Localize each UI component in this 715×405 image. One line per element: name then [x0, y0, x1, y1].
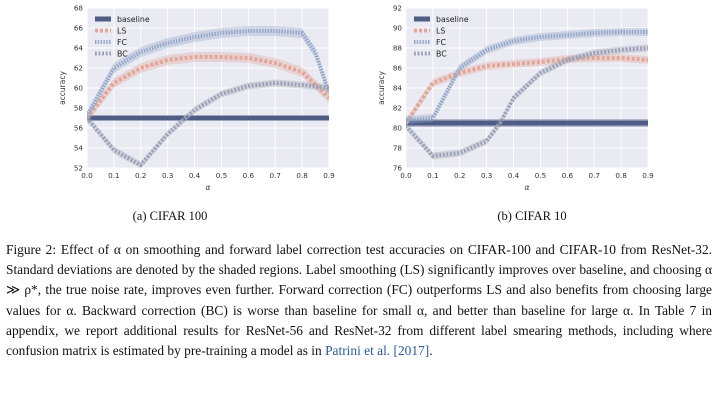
x-tick-label: 0.0 [400, 171, 412, 180]
x-tick-label: 0.7 [589, 171, 600, 180]
band-bc [87, 79, 329, 168]
legend-label-ls: LS [436, 26, 445, 35]
y-tick-label: 66 [74, 24, 84, 33]
x-tick-label: 0.2 [135, 171, 146, 180]
y-axis-label: accuracy [58, 71, 67, 105]
subcaption-cifar100: (a) CIFAR 100 [132, 209, 208, 223]
y-tick-label: 78 [393, 144, 403, 153]
panel-cifar10: 0.0 0.1 0.2 0.3 0.4 0.5 0.6 0.7 0.8 0.9 76 78 80 82 84… [377, 4, 654, 192]
x-tick-label: 0.1 [108, 171, 119, 180]
y-tick-label: 76 [393, 164, 403, 173]
y-tick-label: 62 [74, 64, 83, 73]
y-tick-label: 80 [393, 124, 403, 133]
legend-label-baseline: baseline [436, 15, 469, 24]
series-ls-line [406, 56, 648, 125]
x-tick-label: 0.4 [508, 171, 520, 180]
x-tick-label: 0.8 [296, 171, 308, 180]
band-ls [406, 54, 648, 127]
y-axis-label: accuracy [377, 71, 386, 105]
series-ls-line [87, 55, 329, 120]
y-tick-label: 82 [393, 104, 402, 113]
panel-cifar100: 0.0 0.1 0.2 0.3 0.4 0.5 0.6 0.7 0.8 0.9 52 54 56 58 60… [58, 4, 335, 192]
subcaption-cifar10: (b) CIFAR 10 [497, 209, 567, 223]
y-tick-label: 86 [393, 64, 403, 73]
y-tick-label: 52 [74, 164, 83, 173]
x-tick-label: 0.6 [562, 171, 574, 180]
y-tick-label: 88 [393, 44, 403, 53]
caption-tail: . [429, 343, 433, 359]
legend: baseline LS FC BC [95, 15, 150, 58]
figure-caption: Figure 2: Effect of α on smoothing and f… [6, 240, 712, 361]
series-bc-line [87, 81, 329, 167]
x-tick-label: 0.9 [642, 171, 654, 180]
legend-label-fc: FC [436, 38, 446, 47]
y-tick-label: 60 [74, 84, 84, 93]
series-fc-line [406, 30, 648, 122]
y-tick-label: 64 [74, 44, 84, 53]
legend-label-ls: LS [117, 26, 126, 35]
legend-label-baseline: baseline [117, 15, 150, 24]
y-tick-label: 58 [74, 104, 84, 113]
figure-charts: 0.0 0.1 0.2 0.3 0.4 0.5 0.6 0.7 0.8 0.9 52 54 56 58 60… [58, 4, 654, 192]
y-tick-label: 90 [393, 24, 403, 33]
legend-label-bc: BC [117, 49, 128, 58]
caption-text: Figure 2: Effect of α on smoothing and f… [6, 242, 712, 359]
x-axis-label: α [525, 183, 530, 192]
x-tick-label: 0.4 [189, 171, 201, 180]
x-tick-label: 0.6 [243, 171, 255, 180]
series-bc-line [406, 46, 648, 158]
y-tick-label: 68 [74, 4, 84, 13]
x-tick-label: 0.8 [615, 171, 627, 180]
legend-label-bc: BC [436, 49, 447, 58]
x-tick-label: 0.0 [81, 171, 93, 180]
x-axis-label: α [206, 183, 211, 192]
legend-label-fc: FC [117, 38, 127, 47]
y-tick-label: 56 [74, 124, 84, 133]
x-tick-label: 0.9 [323, 171, 335, 180]
plot-area [87, 26, 329, 168]
y-tick-label: 84 [393, 84, 403, 93]
x-tick-label: 0.7 [270, 171, 281, 180]
series-fc-line [87, 29, 329, 117]
y-tick-label: 92 [393, 4, 402, 13]
x-tick-label: 0.2 [454, 171, 465, 180]
y-tick-label: 54 [74, 144, 84, 153]
band-ls [87, 52, 329, 123]
legend: baseline LS FC BC [414, 15, 469, 58]
citation-link[interactable]: Patrini et al. [2017] [325, 343, 430, 359]
x-tick-label: 0.5 [216, 171, 227, 180]
x-tick-label: 0.3 [481, 171, 492, 180]
x-tick-label: 0.1 [427, 171, 438, 180]
x-tick-label: 0.5 [535, 171, 546, 180]
x-tick-label: 0.3 [162, 171, 173, 180]
plot-area [406, 28, 648, 160]
